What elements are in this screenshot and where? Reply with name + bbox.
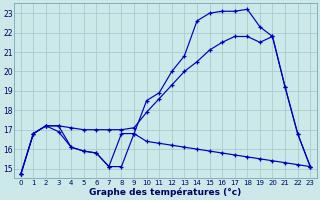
X-axis label: Graphe des températures (°c): Graphe des températures (°c) — [89, 187, 242, 197]
